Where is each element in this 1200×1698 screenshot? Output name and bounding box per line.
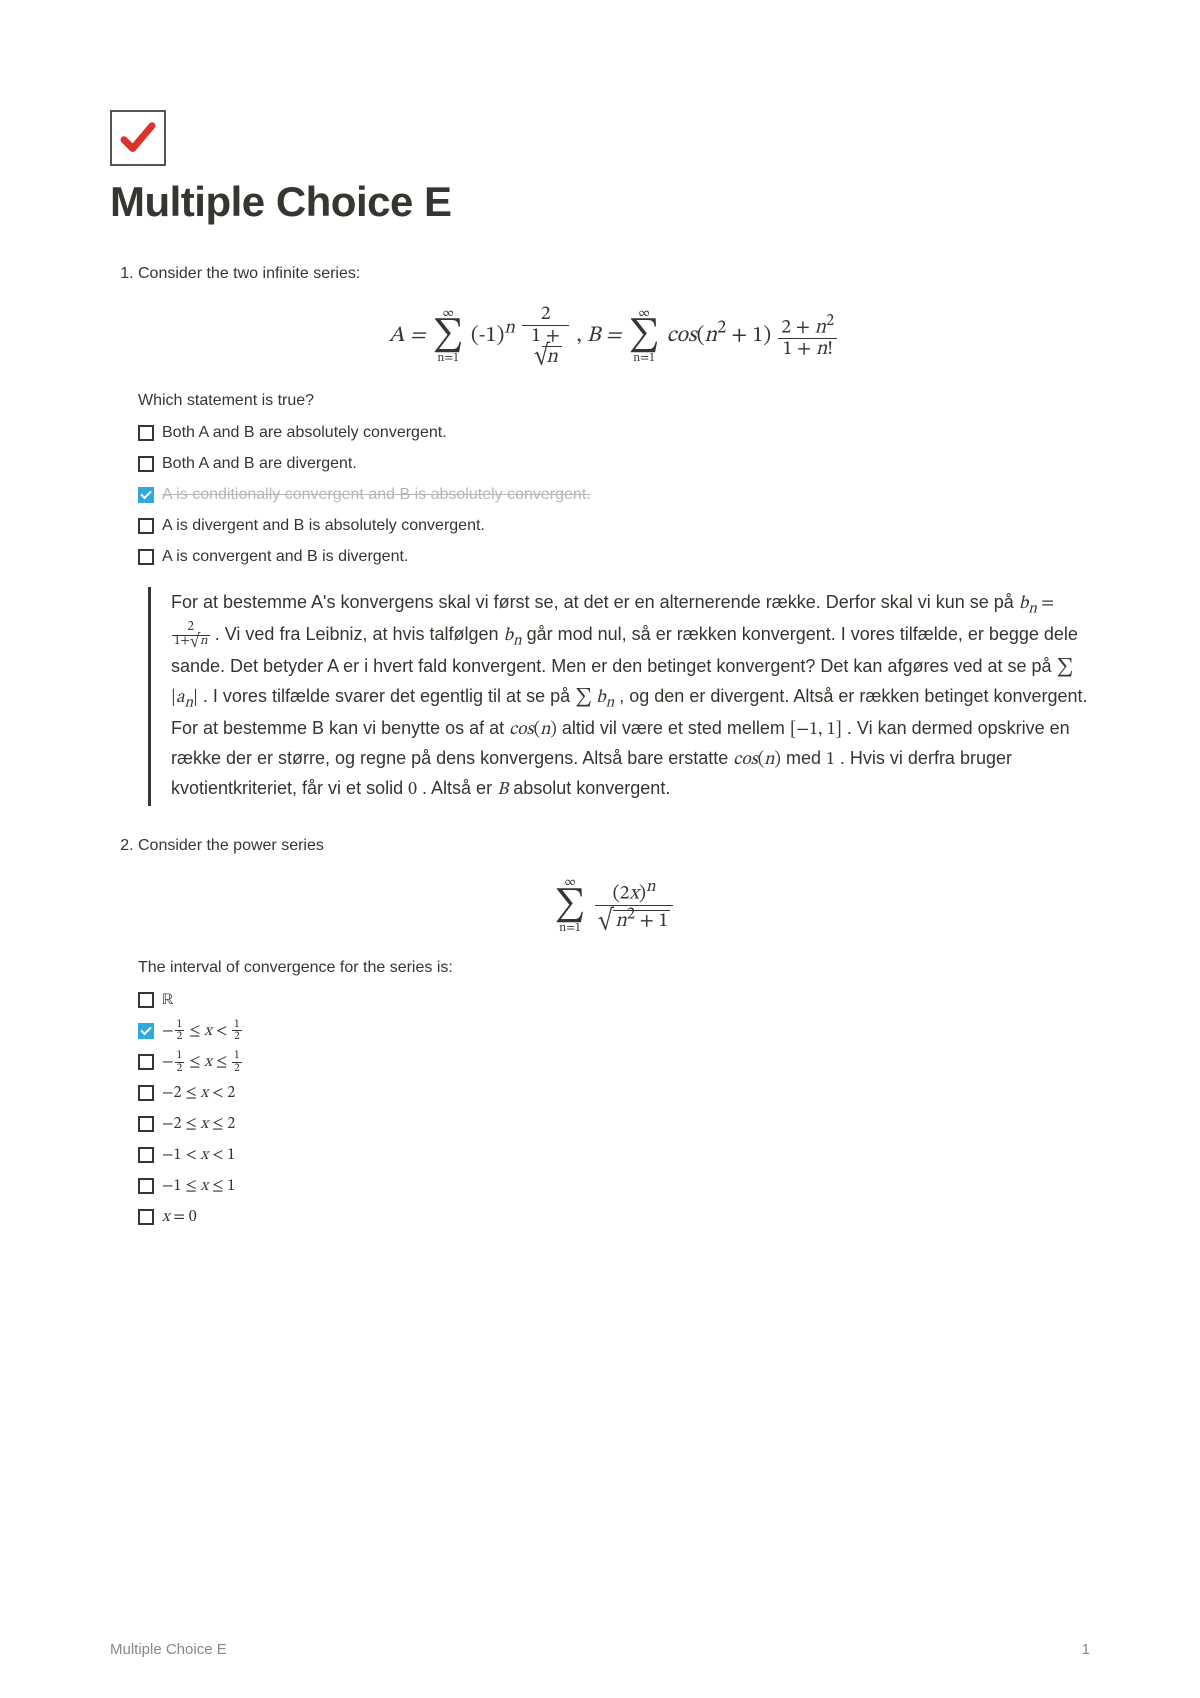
math-text: b: [1019, 595, 1028, 613]
summation-icon: ∞ ∑ n=1: [629, 307, 660, 364]
option-label: A is conditionally convergent and B is a…: [162, 483, 591, 507]
callout-text: med: [786, 748, 826, 768]
callout-text: For at bestemme A's konvergens skal vi f…: [171, 592, 1019, 612]
option-label: x = 0: [162, 1205, 197, 1229]
math-text: b: [504, 627, 513, 645]
callout-text: . Vi ved fra Leibniz, at hvis talfølgen: [215, 624, 504, 644]
option-item[interactable]: −2 ≤ x < 2: [138, 1081, 1090, 1105]
math-text: ∑: [1057, 659, 1074, 677]
summation-icon: ∞ ∑ n=1: [433, 307, 464, 364]
question-list: Consider the two infinite series: A = ∞ …: [110, 262, 1090, 1229]
option-item[interactable]: −2 ≤ x ≤ 2: [138, 1112, 1090, 1136]
math-text: n: [1028, 602, 1037, 617]
option-item[interactable]: Both A and B are divergent.: [138, 452, 1090, 476]
option-label: −2 ≤ x < 2: [162, 1081, 235, 1105]
option-item[interactable]: A is divergent and B is absolutely conve…: [138, 514, 1090, 538]
option-label: −2 ≤ x ≤ 2: [162, 1112, 235, 1136]
footer-title: Multiple Choice E: [110, 1641, 227, 1658]
sum-lower: n=1: [433, 352, 464, 364]
q1-followup: Which statement is true?: [138, 389, 1090, 413]
math-text: ∑: [575, 689, 592, 707]
option-label: A is convergent and B is divergent.: [162, 545, 408, 569]
callout-text: altid vil være et sted mellem: [562, 718, 790, 738]
page-icon: [110, 110, 166, 166]
sum-upper: ∞: [629, 307, 660, 319]
checkbox-icon[interactable]: [138, 425, 154, 441]
callout-text: . Altså er: [422, 778, 497, 798]
option-label: −1 ≤ x ≤ 1: [162, 1174, 235, 1198]
eq-text: (-1): [471, 325, 505, 347]
option-item[interactable]: −12 ≤ x ≤ 12: [138, 1050, 1090, 1074]
math-text: [−1, 1]: [790, 721, 842, 739]
summation-icon: ∞ ∑ n=1: [555, 876, 586, 933]
option-item[interactable]: A is conditionally convergent and B is a…: [138, 483, 1090, 507]
option-label: Both A and B are absolutely convergent.: [162, 421, 447, 445]
eq-text: A =: [389, 325, 426, 347]
q1-explanation-callout: For at bestemme A's konvergens skal vi f…: [148, 587, 1090, 806]
q2-followup: The interval of convergence for the seri…: [138, 956, 1090, 980]
math-text: B: [497, 781, 508, 799]
checkbox-icon[interactable]: [138, 518, 154, 534]
option-label: Both A and B are divergent.: [162, 452, 357, 476]
page-title: Multiple Choice E: [110, 178, 1090, 226]
option-item[interactable]: −1 ≤ x ≤ 1: [138, 1174, 1090, 1198]
option-item[interactable]: x = 0: [138, 1205, 1090, 1229]
callout-text: For at bestemme B kan vi benytte os af a…: [171, 718, 509, 738]
option-label: −12 ≤ x < 12: [162, 1019, 243, 1043]
math-text: =: [1037, 595, 1054, 613]
page-footer: Multiple Choice E 1: [110, 1641, 1090, 1658]
callout-text: absolut konvergent.: [513, 778, 670, 798]
callout-text: , og den er divergent. Altså er rækken b…: [619, 686, 1087, 706]
checkbox-icon[interactable]: [138, 487, 154, 503]
callout-text: . I vores tilfælde svarer det egentlig t…: [203, 686, 575, 706]
checkbox-icon[interactable]: [138, 456, 154, 472]
checkbox-icon[interactable]: [138, 549, 154, 565]
q2-options: ℝ −12 ≤ x < 12 −12 ≤ x ≤ 12 −2 ≤ x < 2 −…: [138, 988, 1090, 1229]
option-item[interactable]: −1 < x < 1: [138, 1143, 1090, 1167]
q1-prompt: Consider the two infinite series:: [138, 262, 1090, 286]
math-text: 0: [408, 781, 417, 799]
option-label: −12 ≤ x ≤ 12: [162, 1050, 243, 1074]
math-text: 1: [826, 751, 835, 769]
eq-text: B =: [587, 325, 622, 347]
checkbox-icon[interactable]: [138, 1147, 154, 1163]
sum-lower: n=1: [629, 352, 660, 364]
document-page: Multiple Choice E Consider the two infin…: [0, 0, 1200, 1317]
checkbox-icon[interactable]: [138, 1178, 154, 1194]
option-label: ℝ: [162, 988, 174, 1012]
q1-equation: A = ∞ ∑ n=1 (-1)n 2 1 + n √ , B = ∞ ∑ n=…: [138, 304, 1090, 367]
q2-equation: ∞ ∑ n=1 (2x)n √n2 + 1: [138, 876, 1090, 933]
sum-upper: ∞: [433, 307, 464, 319]
q1-options: Both A and B are absolutely convergent. …: [138, 421, 1090, 569]
checkbox-icon[interactable]: [138, 1116, 154, 1132]
eq-text: n: [504, 320, 515, 338]
sum-upper: ∞: [555, 876, 586, 888]
option-item[interactable]: Both A and B are absolutely convergent.: [138, 421, 1090, 445]
footer-page-number: 1: [1082, 1641, 1090, 1658]
checkbox-icon[interactable]: [138, 1085, 154, 1101]
eq-text: ,: [576, 325, 587, 347]
checkbox-icon[interactable]: [138, 1209, 154, 1225]
sum-lower: n=1: [555, 922, 586, 934]
option-item[interactable]: A is convergent and B is divergent.: [138, 545, 1090, 569]
checkmark-icon: [117, 117, 159, 159]
checkbox-icon[interactable]: [138, 992, 154, 1008]
option-label: A is divergent and B is absolutely conve…: [162, 514, 485, 538]
q2-prompt: Consider the power series: [138, 834, 1090, 858]
question-2: Consider the power series ∞ ∑ n=1 (2x)n …: [138, 834, 1090, 1229]
checkbox-icon[interactable]: [138, 1054, 154, 1070]
option-item[interactable]: ℝ: [138, 988, 1090, 1012]
question-1: Consider the two infinite series: A = ∞ …: [138, 262, 1090, 806]
option-label: −1 < x < 1: [162, 1143, 235, 1167]
math-text: n: [513, 634, 522, 649]
option-item[interactable]: −12 ≤ x < 12: [138, 1019, 1090, 1043]
frac-num: 2: [522, 304, 569, 326]
checkbox-icon[interactable]: [138, 1023, 154, 1039]
